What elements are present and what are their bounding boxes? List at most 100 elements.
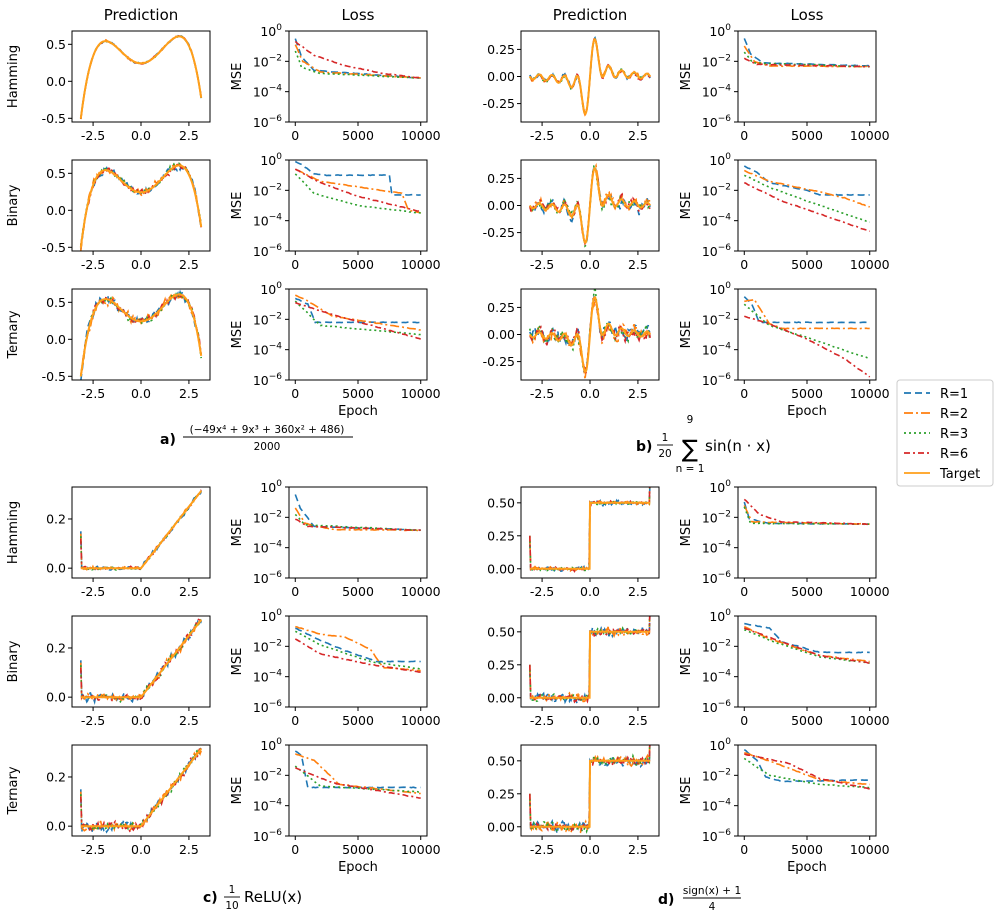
- y-tick-exponent: −4: [718, 213, 732, 223]
- loss-series-r6: [744, 315, 871, 378]
- y-tick-label: 0.50: [487, 753, 515, 768]
- prediction-plot-d-ternary: -2.5 0.0 2.5 0.50 0.25 0.00: [487, 744, 660, 857]
- x-tick-label: -2.5: [81, 584, 105, 599]
- prediction-target: [79, 164, 203, 248]
- x-tick-label: 0.0: [131, 128, 151, 143]
- y-axis-label: MSE: [230, 321, 245, 349]
- x-tick-label: 0: [740, 128, 748, 143]
- y-tick-label: 10−6: [702, 570, 731, 586]
- y-axis-label: MSE: [230, 192, 245, 220]
- prediction-lines: [80, 747, 202, 834]
- prediction-plot-d-hamming: -2.5 0.0 2.5 0.50 0.25 0.00: [487, 486, 660, 599]
- legend-label: R=1: [940, 387, 968, 402]
- column-title-loss: Loss: [342, 6, 375, 24]
- x-tick-label: 2.5: [628, 257, 648, 272]
- y-tick-label: 10−4: [253, 798, 282, 814]
- x-tick-label: 10000: [401, 842, 441, 857]
- loss-series-r3: [294, 300, 421, 336]
- y-tick-exponent: −6: [269, 372, 283, 382]
- x-tick-label: 10000: [401, 257, 441, 272]
- plot-frame: [737, 744, 877, 837]
- prediction-target: [528, 167, 652, 244]
- loss-series-r1: [295, 627, 421, 663]
- x-axis-label: Epoch: [338, 860, 378, 875]
- x-tick-label: 10000: [401, 128, 441, 143]
- x-tick-label: 0: [740, 713, 748, 728]
- y-tick-label: 10−4: [702, 540, 731, 556]
- row-label: Binary: [6, 184, 21, 226]
- y-tick-label: 10−6: [702, 699, 731, 715]
- y-tick-label: 10−6: [702, 372, 731, 388]
- y-tick-base: 10: [702, 829, 718, 844]
- y-tick-label: 0.00: [487, 69, 515, 84]
- prediction-series-r1: [80, 164, 202, 250]
- y-tick-base: 10: [702, 799, 718, 814]
- y-tick-label: 0.25: [487, 300, 515, 315]
- y-tick-label: 0.00: [487, 561, 515, 576]
- prediction-target: [528, 296, 652, 373]
- loss-series-r2: [294, 294, 421, 331]
- prediction-series-r6: [80, 618, 202, 703]
- x-tick-label: 0: [740, 257, 748, 272]
- y-tick-exponent: −6: [269, 114, 283, 124]
- y-tick-exponent: −4: [269, 84, 283, 94]
- prediction-series-r3: [80, 747, 202, 832]
- loss-series-r3: [743, 174, 871, 223]
- x-tick-label: 5000: [791, 257, 823, 272]
- y-tick-base: 10: [709, 480, 725, 495]
- y-tick-base: 10: [260, 480, 276, 495]
- y-tick-label: 10−2: [253, 638, 282, 654]
- caption-frac-den: 10: [225, 900, 238, 912]
- x-tick-label: 2.5: [628, 584, 648, 599]
- loss-series-r1: [743, 296, 870, 324]
- y-tick-exponent: 0: [276, 152, 282, 162]
- y-tick-exponent: −2: [269, 509, 282, 519]
- prediction-target: [529, 501, 651, 570]
- y-tick-base: 10: [260, 153, 276, 168]
- loss-series-r6: [743, 627, 870, 664]
- x-tick-label: 0: [740, 842, 748, 857]
- caption-frac-den: 20: [658, 448, 671, 460]
- y-tick-exponent: 0: [276, 281, 282, 291]
- x-tick-label: 0: [291, 128, 299, 143]
- prediction-lines: [529, 487, 651, 573]
- y-tick-label: 0.2: [46, 511, 66, 526]
- y-tick-base: 10: [702, 54, 718, 69]
- prediction-series-r3: [80, 618, 202, 703]
- y-tick-label: 10−2: [702, 767, 731, 783]
- y-tick-base: 10: [253, 510, 269, 525]
- y-axis-label: MSE: [230, 648, 245, 676]
- y-tick-label: 10−6: [702, 828, 731, 844]
- caption-denominator: 2000: [254, 441, 281, 453]
- loss-lines: [294, 38, 421, 79]
- y-tick-base: 10: [253, 54, 269, 69]
- loss-lines: [743, 498, 870, 526]
- y-tick-base: 10: [702, 571, 718, 586]
- x-tick-label: 2.5: [179, 842, 199, 857]
- caption-denominator: 4: [709, 901, 716, 913]
- y-tick-label: 0.50: [487, 495, 515, 510]
- x-tick-label: 10000: [850, 128, 890, 143]
- loss-lines: [743, 622, 870, 664]
- prediction-series-r3: [80, 490, 202, 571]
- y-tick-exponent: −6: [269, 699, 283, 709]
- loss-lines: [743, 296, 871, 378]
- caption-letter: a): [160, 432, 176, 448]
- x-tick-label: 10000: [850, 842, 890, 857]
- loss-series-r2: [294, 168, 421, 214]
- caption-letter: d): [658, 892, 674, 908]
- y-tick-label: 0.50: [487, 624, 515, 639]
- prediction-series-r3: [80, 289, 202, 377]
- y-tick-exponent: −4: [269, 213, 283, 223]
- row-label: Ternary: [6, 766, 21, 815]
- y-tick-base: 10: [709, 609, 725, 624]
- caption-d: d) sign(x) + 1 4: [658, 885, 741, 913]
- loss-series-r6: [294, 766, 421, 799]
- y-tick-exponent: 0: [725, 23, 731, 33]
- y-tick-exponent: −6: [718, 699, 732, 709]
